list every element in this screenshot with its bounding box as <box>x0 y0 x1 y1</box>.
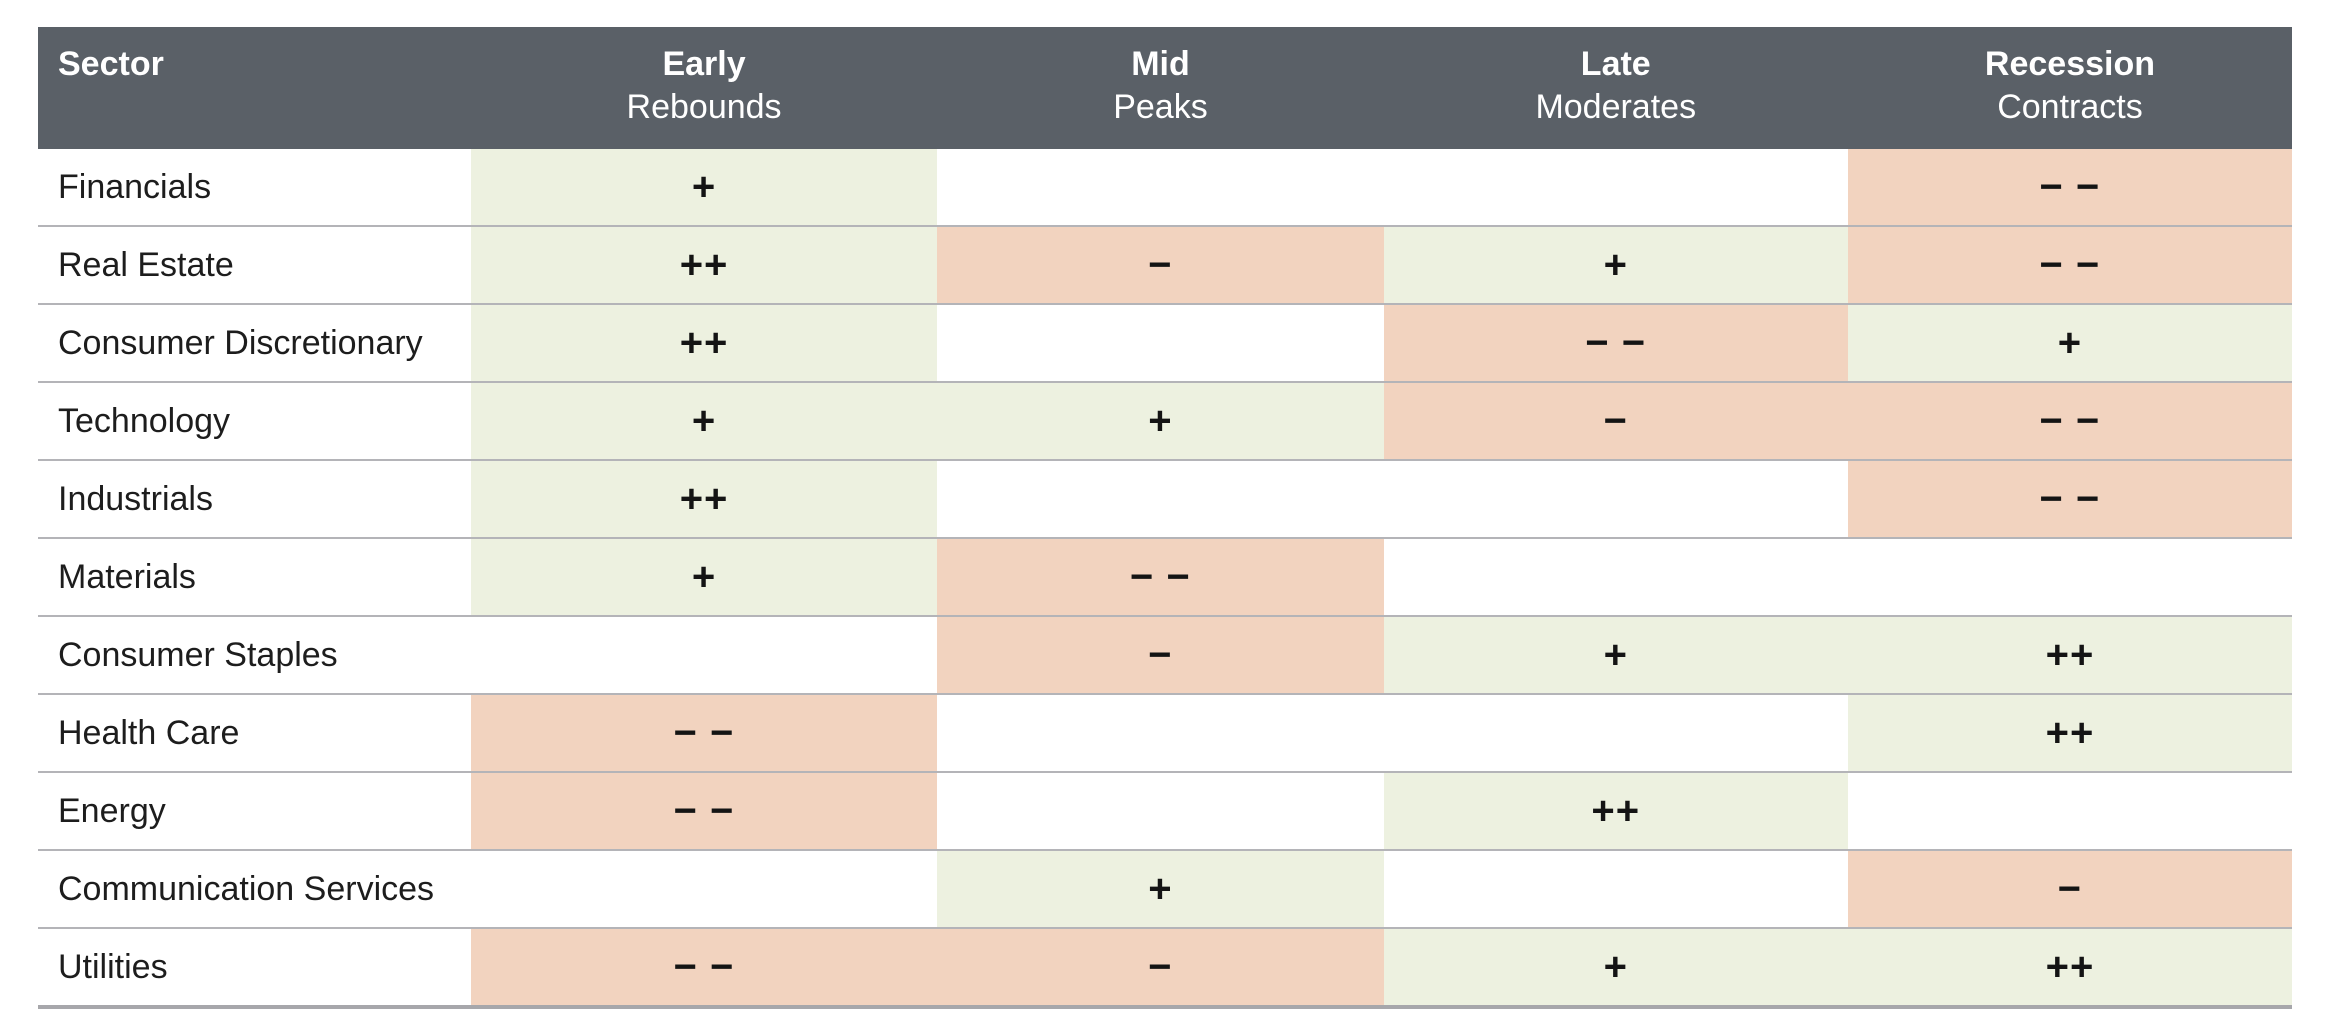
phase-subtitle: Contracts <box>1997 88 2143 126</box>
column-header-late: Late Moderates <box>1383 27 1848 149</box>
column-header-sector: Sector <box>38 27 471 149</box>
rating-cell: + <box>470 537 938 616</box>
rating-cell: + <box>937 849 1384 928</box>
rating-cell: ++ <box>1847 927 2292 1007</box>
rating-cell <box>937 771 1384 850</box>
rating-cell: − − <box>937 537 1384 616</box>
sector-name: Health Care <box>38 693 471 772</box>
rating-cell: − − <box>1847 459 2292 538</box>
phase-name: Late <box>1580 45 1651 83</box>
rating-cell: − − <box>1847 225 2292 304</box>
rating-cell: + <box>1847 303 2292 382</box>
rating-cell <box>937 149 1384 226</box>
sector-name: Financials <box>38 149 471 226</box>
table-row: Consumer Staples − + ++ <box>38 615 2292 694</box>
table-row: Technology + + − − − <box>38 381 2292 460</box>
sector-name: Consumer Discretionary <box>38 303 471 382</box>
phase-name: Early <box>662 45 746 83</box>
table-row: Materials + − − <box>38 537 2292 616</box>
rating-cell: − <box>937 615 1384 694</box>
rating-cell <box>470 849 938 928</box>
rating-cell: + <box>470 381 938 460</box>
sector-name: Materials <box>38 537 471 616</box>
rating-cell: ++ <box>1383 771 1848 850</box>
column-header-mid: Mid Peaks <box>937 27 1384 149</box>
phase-name: Mid <box>1131 45 1190 83</box>
table-row: Energy − − ++ <box>38 771 2292 850</box>
column-header-early: Early Rebounds <box>470 27 938 149</box>
rating-cell: ++ <box>470 459 938 538</box>
table-row: Financials + − − <box>38 149 2292 226</box>
rating-cell <box>937 459 1384 538</box>
sector-name: Utilities <box>38 927 471 1007</box>
table-row: Communication Services + − <box>38 849 2292 928</box>
rating-cell <box>1383 149 1848 226</box>
table-row: Health Care − − ++ <box>38 693 2292 772</box>
rating-cell: ++ <box>470 225 938 304</box>
rating-cell: − − <box>1847 149 2292 226</box>
rating-cell <box>1383 459 1848 538</box>
rating-cell <box>937 303 1384 382</box>
table-row: Real Estate ++ − + − − <box>38 225 2292 304</box>
rating-cell: ++ <box>470 303 938 382</box>
rating-cell <box>1847 537 2292 616</box>
rating-cell: − <box>1847 849 2292 928</box>
rating-cell <box>1383 537 1848 616</box>
table-row: Industrials ++ − − <box>38 459 2292 538</box>
table-body: Financials + − − Real Estate ++ − + − − Consumer… <box>38 149 2292 1007</box>
sector-name: Energy <box>38 771 471 850</box>
rating-cell <box>1383 693 1848 772</box>
rating-cell <box>937 693 1384 772</box>
column-header-recession: Recession Contracts <box>1847 27 2292 149</box>
sector-business-cycle-table: Sector Early Rebounds Mid Peaks Late Moderate… <box>38 27 2292 1009</box>
rating-cell <box>470 615 938 694</box>
rating-cell: − − <box>470 771 938 850</box>
sector-name: Consumer Staples <box>38 615 471 694</box>
rating-cell: + <box>1383 225 1848 304</box>
rating-cell: − <box>1383 381 1848 460</box>
sector-name: Real Estate <box>38 225 471 304</box>
phase-name: Recession <box>1984 45 2155 83</box>
rating-cell: ++ <box>1847 693 2292 772</box>
rating-cell <box>1383 849 1848 928</box>
phase-subtitle: Rebounds <box>626 88 782 126</box>
sector-name: Industrials <box>38 459 471 538</box>
rating-cell: − <box>937 225 1384 304</box>
sector-name: Communication Services <box>38 849 471 928</box>
sector-name: Technology <box>38 381 471 460</box>
table-row: Consumer Discretionary ++ − − + <box>38 303 2292 382</box>
rating-cell: + <box>1383 615 1848 694</box>
phase-subtitle: Moderates <box>1535 88 1697 126</box>
phase-subtitle: Peaks <box>1113 88 1208 126</box>
header-row: Sector Early Rebounds Mid Peaks Late Moderate… <box>38 27 2292 149</box>
rating-cell: − − <box>1847 381 2292 460</box>
rating-cell: + <box>1383 927 1848 1007</box>
rating-cell <box>1847 771 2292 850</box>
rating-cell: − − <box>470 693 938 772</box>
table-row: Utilities − − − + ++ <box>38 927 2292 1007</box>
rating-cell: − − <box>1383 303 1848 382</box>
rating-cell: + <box>470 149 938 226</box>
rating-cell: + <box>937 381 1384 460</box>
rating-cell: − <box>937 927 1384 1007</box>
table-header: Sector Early Rebounds Mid Peaks Late Moderate… <box>38 27 2292 149</box>
rating-cell: ++ <box>1847 615 2292 694</box>
rating-cell: − − <box>470 927 938 1007</box>
